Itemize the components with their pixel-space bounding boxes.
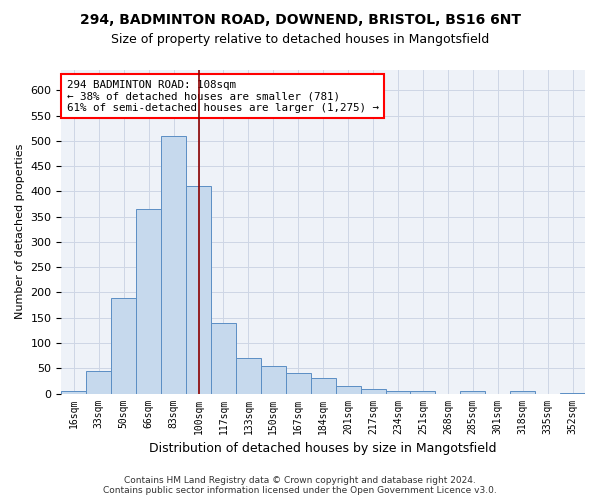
Bar (261, 366, 286, 394)
Bar (136, 209, 161, 394)
Bar (211, 323, 236, 394)
Bar (510, 391, 535, 394)
Bar (86, 371, 111, 394)
Y-axis label: Number of detached properties: Number of detached properties (15, 144, 25, 320)
Bar (386, 391, 410, 394)
X-axis label: Distribution of detached houses by size in Mangotsfield: Distribution of detached houses by size … (149, 442, 497, 455)
Text: Size of property relative to detached houses in Mangotsfield: Size of property relative to detached ho… (111, 32, 489, 46)
Bar (61, 391, 86, 394)
Bar (410, 391, 436, 394)
Bar (236, 358, 261, 394)
Bar (111, 298, 136, 394)
Text: Contains HM Land Registry data © Crown copyright and database right 2024.
Contai: Contains HM Land Registry data © Crown c… (103, 476, 497, 495)
Bar (361, 388, 386, 394)
Bar (311, 378, 335, 394)
Text: 294 BADMINTON ROAD: 108sqm
← 38% of detached houses are smaller (781)
61% of sem: 294 BADMINTON ROAD: 108sqm ← 38% of deta… (67, 80, 379, 113)
Bar (186, 186, 211, 394)
Bar (335, 386, 361, 394)
Bar (286, 374, 311, 394)
Bar (460, 391, 485, 394)
Bar (560, 392, 585, 394)
Bar (161, 136, 186, 394)
Text: 294, BADMINTON ROAD, DOWNEND, BRISTOL, BS16 6NT: 294, BADMINTON ROAD, DOWNEND, BRISTOL, B… (79, 12, 521, 26)
